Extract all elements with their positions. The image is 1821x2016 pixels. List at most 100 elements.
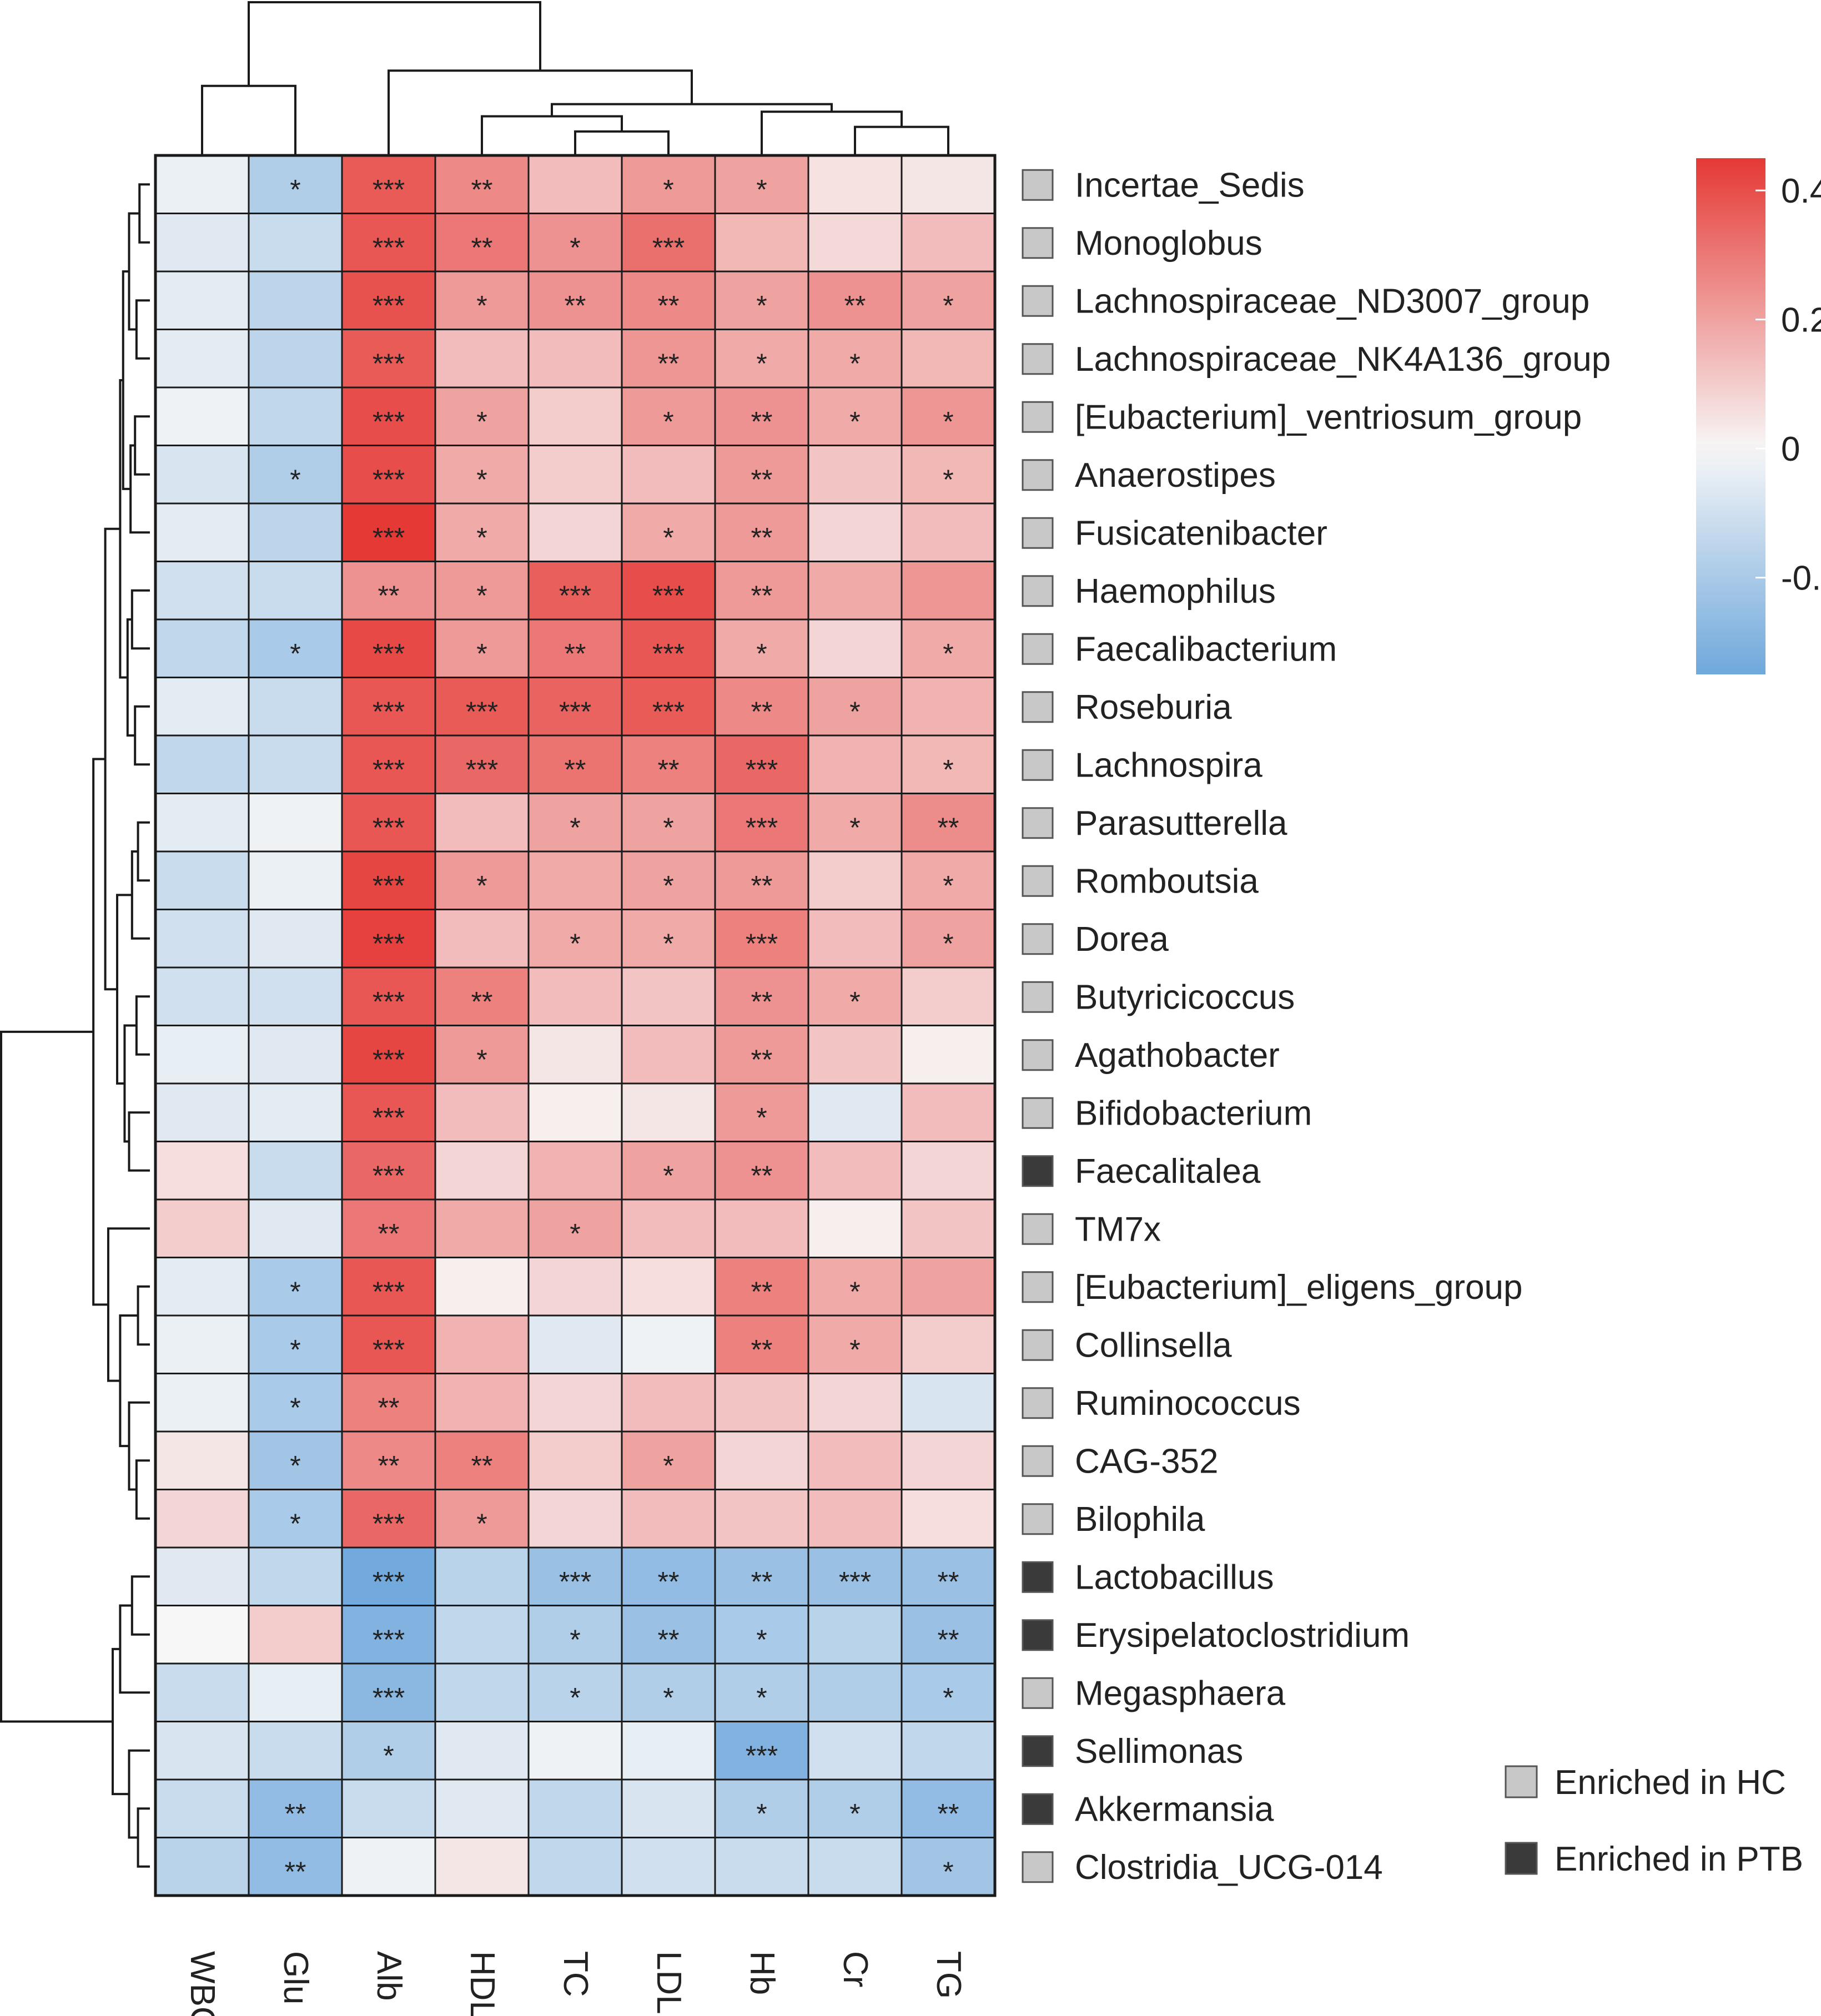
significance-star: *: [943, 928, 953, 959]
dendrogram-branch: [128, 1749, 150, 1839]
row-dendrogram: [0, 183, 150, 1868]
group-indicator-square: [1022, 1561, 1054, 1593]
group-indicator-square: [1022, 633, 1054, 665]
dendrogram-branch: [134, 415, 150, 476]
heatmap-cell: [807, 270, 903, 330]
significance-star: *: [943, 406, 953, 437]
row-label: Sellimonas: [1075, 1732, 1243, 1771]
dendrogram-branch: [854, 125, 949, 154]
heatmap-cell: [527, 1778, 623, 1838]
colorbar-gradient: [1696, 158, 1765, 674]
dendrogram-branch: [135, 299, 150, 360]
significance-star: *: [290, 1450, 300, 1481]
group-indicator-square: [1022, 1677, 1054, 1709]
dendrogram-branch: [128, 212, 140, 331]
heatmap-cell: [807, 1430, 903, 1490]
significance-stars: * *** ** * **** ** * ****** * ** ** * ** **** ** * **** *…: [285, 174, 959, 1887]
significance-star: ***: [373, 406, 405, 437]
significance-star: **: [844, 290, 866, 321]
heatmap-cell: [714, 793, 809, 853]
significance-star: **: [938, 1624, 959, 1655]
heatmap-cell: [248, 1721, 343, 1781]
heatmap-cell: [248, 1141, 343, 1201]
significance-star: *: [570, 1218, 580, 1249]
significance-star: *: [663, 870, 673, 901]
row-label: Erysipelatoclostridium: [1075, 1616, 1410, 1655]
heatmap-cell: [807, 213, 903, 273]
significance-star: *: [476, 464, 487, 495]
heatmap-cell: [154, 909, 250, 969]
heatmap-cell: [527, 966, 623, 1026]
significance-star: *: [663, 928, 673, 959]
significance-star: *: [756, 174, 767, 205]
group-indicator-square: [1022, 1271, 1054, 1303]
heatmap-cell: [434, 1198, 530, 1258]
row-label: Bilophila: [1075, 1500, 1205, 1539]
significance-star: ***: [373, 174, 405, 205]
heatmap-cell: [621, 1373, 716, 1433]
heatmap-cell: [154, 850, 250, 910]
heatmap-cell: [901, 561, 996, 621]
significance-star: **: [378, 1392, 400, 1423]
heatmap-cell: [901, 1025, 996, 1085]
heatmap-cell: [901, 1546, 996, 1606]
column-label: HDL: [463, 1951, 501, 2016]
heatmap-cell: [901, 270, 996, 330]
heatmap-cell: [341, 1778, 436, 1838]
row-label: [Eubacterium]_ventriosum_group: [1075, 398, 1582, 436]
heatmap-cell: [621, 1721, 716, 1781]
group-indicator-square: [1022, 865, 1054, 897]
heatmap-cell: [341, 1082, 436, 1142]
heatmap-cell: [901, 1837, 996, 1897]
heatmap-cell: [248, 850, 343, 910]
significance-star: *: [756, 348, 767, 379]
group-indicator-square: [1022, 749, 1054, 781]
significance-star: **: [751, 986, 773, 1017]
row-label: Monoglobus: [1075, 224, 1262, 263]
significance-star: *: [756, 638, 767, 669]
heatmap-cell: [154, 1837, 250, 1897]
heatmap-cell: [621, 445, 716, 505]
row-label: Romboutsia: [1075, 862, 1259, 900]
significance-star: **: [565, 290, 586, 321]
significance-star: *: [476, 580, 487, 611]
heatmap-cell: [714, 909, 809, 969]
significance-star: *: [663, 1682, 673, 1713]
heatmap-cell: [807, 1546, 903, 1606]
heatmap-cell: [807, 1605, 903, 1665]
significance-star: **: [751, 406, 773, 437]
significance-star: ***: [373, 464, 405, 495]
heatmap-cell: [434, 1778, 530, 1838]
group-indicator-square: [1022, 227, 1054, 259]
significance-star: *: [476, 638, 487, 669]
heatmap-cell: [527, 677, 623, 737]
significance-star: *: [849, 1798, 860, 1829]
heatmap-cell: [621, 677, 716, 737]
heatmap-cell: [154, 1141, 250, 1201]
row-label: Butyricicoccus: [1075, 978, 1295, 1016]
row-label: Dorea: [1075, 920, 1169, 959]
heatmap-cell: [714, 213, 809, 273]
significance-star: **: [471, 1450, 493, 1481]
colorbar: 0.4 0.2 0 -0.2: [1696, 158, 1821, 674]
heatmap-cell: [434, 1430, 530, 1490]
heatmap-cell: [154, 793, 250, 853]
heatmap-cell: [434, 1546, 530, 1606]
significance-star: *: [849, 696, 860, 727]
heatmap-cell: [807, 1025, 903, 1085]
significance-star: *: [849, 1334, 860, 1365]
heatmap-cell: [807, 618, 903, 678]
significance-star: *: [756, 1682, 767, 1713]
significance-star: *: [290, 1334, 300, 1365]
heatmap-cell: [621, 1837, 716, 1897]
heatmap-cell: [807, 850, 903, 910]
significance-star: ***: [373, 1102, 405, 1133]
heatmap-cell: [341, 1662, 436, 1722]
heatmap-cell: [527, 329, 623, 389]
column-label: TC: [556, 1951, 595, 1997]
significance-star: **: [751, 522, 773, 553]
dendrogram-branch: [135, 995, 150, 1056]
group-indicator-square: [1022, 1735, 1054, 1767]
heatmap-cell: [434, 909, 530, 969]
column-label: LDL: [650, 1951, 688, 2014]
